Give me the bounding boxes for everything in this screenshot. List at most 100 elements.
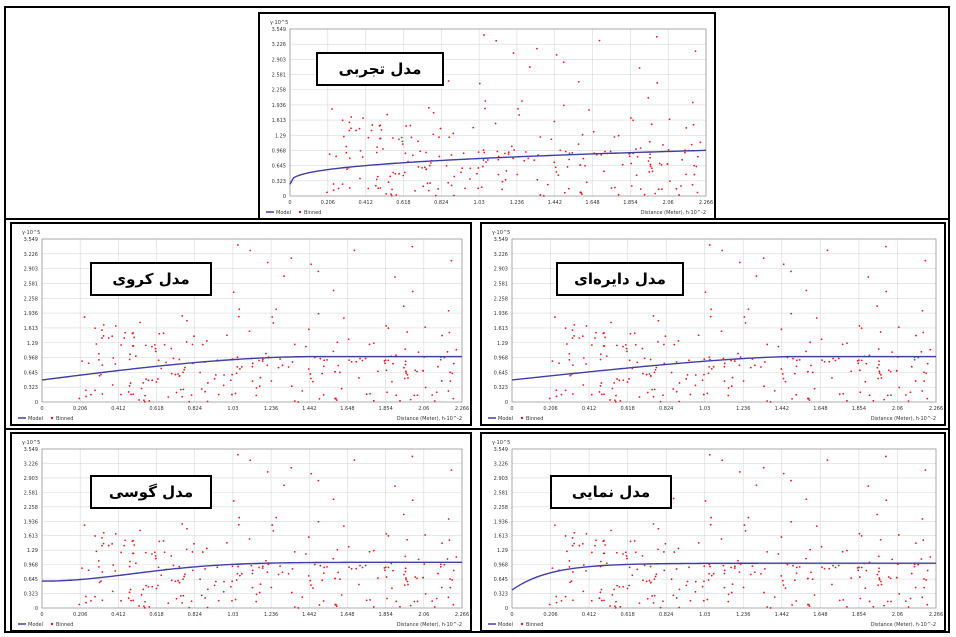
x-tick-label: 0.618 [620,612,634,618]
binned-point [229,585,232,588]
binned-point [237,523,240,526]
y-tick-label: 2.258 [24,505,38,511]
binned-point [773,389,776,392]
binned-point [359,177,361,180]
binned-point [662,600,664,603]
binned-point [920,350,923,353]
binned-point [446,558,449,560]
binned-point [925,372,928,375]
binned-point [723,586,726,589]
binned-point [406,373,409,376]
binned-point [402,174,405,177]
legend-model-label: Model [276,210,291,216]
binned-point [387,327,390,330]
x-tick-label: 1.03 [474,200,485,206]
x-tick-label: 0 [510,406,513,412]
binned-point [598,597,601,600]
binned-point [923,380,926,382]
x-axis-label: Distance (Meter), h·10^-2 [397,416,462,422]
model-title-gaussian: مدل گوسی [90,475,212,509]
legend-model-label: Model [28,622,43,628]
y-tick-label: 1.936 [272,103,286,109]
binned-point [626,350,628,353]
binned-point [112,564,115,566]
binned-point [642,579,644,582]
binned-point [170,579,173,582]
binned-point [722,357,725,360]
binned-point [837,564,840,567]
binned-point [569,581,571,584]
x-tick-label: 0.206 [321,200,335,206]
x-tick-label: 2.266 [929,612,943,618]
y-tick-label: 0.323 [494,385,508,391]
binned-point [188,606,191,609]
figure-frame [4,6,950,633]
binned-point [628,359,631,362]
binned-point [143,400,146,403]
binned-point [139,529,142,532]
binned-point [653,388,656,391]
binned-point [365,393,368,396]
y-tick-label: 0.645 [494,370,508,376]
binned-point [133,544,136,546]
binned-point [206,588,209,591]
binned-point [182,388,185,391]
legend-binned-swatch [520,416,524,420]
binned-point [94,327,96,330]
binned-point [438,155,441,158]
binned-point [222,384,225,387]
binned-point [910,365,913,368]
binned-point [258,359,260,362]
binned-point [364,564,367,567]
binned-point [610,187,613,189]
binned-point [763,385,766,388]
binned-point [112,357,115,359]
x-tick-label: 1.236 [736,612,750,618]
binned-point [338,578,341,581]
binned-point [392,362,394,365]
binned-point [582,157,585,160]
binned-point [255,600,258,603]
binned-point [795,572,798,575]
binned-point [897,534,900,536]
binned-point [564,327,567,330]
binned-point [266,364,269,367]
binned-point [790,520,793,523]
binned-point [145,584,148,587]
binned-point [411,245,414,248]
x-tick-label: 2.06 [892,406,903,412]
binned-point [651,167,653,170]
binned-point [403,573,405,576]
binned-point [385,532,388,535]
x-tick-label: 2.06 [663,200,674,206]
binned-point [648,373,651,375]
binned-point [664,335,667,338]
x-tick-label: 2.266 [699,200,713,206]
binned-point [407,377,409,379]
binned-point [130,393,132,396]
binned-point [217,393,220,396]
binned-point [723,380,726,383]
binned-point [877,555,880,558]
binned-point [199,578,201,581]
binned-point [307,328,310,331]
binned-point [395,600,398,603]
binned-point [791,397,793,400]
binned-point [322,393,325,396]
binned-point [229,379,232,382]
binned-point [193,542,195,545]
binned-point [685,173,687,176]
binned-point [404,577,407,579]
binned-point [747,516,750,519]
binned-point [342,525,345,528]
binned-point [399,399,401,402]
x-tick-label: 1.648 [813,406,827,412]
binned-point [809,548,812,551]
binned-point [790,312,793,315]
binned-point [743,524,746,526]
binned-point [806,577,809,580]
binned-point [571,329,574,332]
binned-point [392,569,394,572]
binned-point [599,358,602,361]
x-tick-label: 0.618 [149,612,163,618]
